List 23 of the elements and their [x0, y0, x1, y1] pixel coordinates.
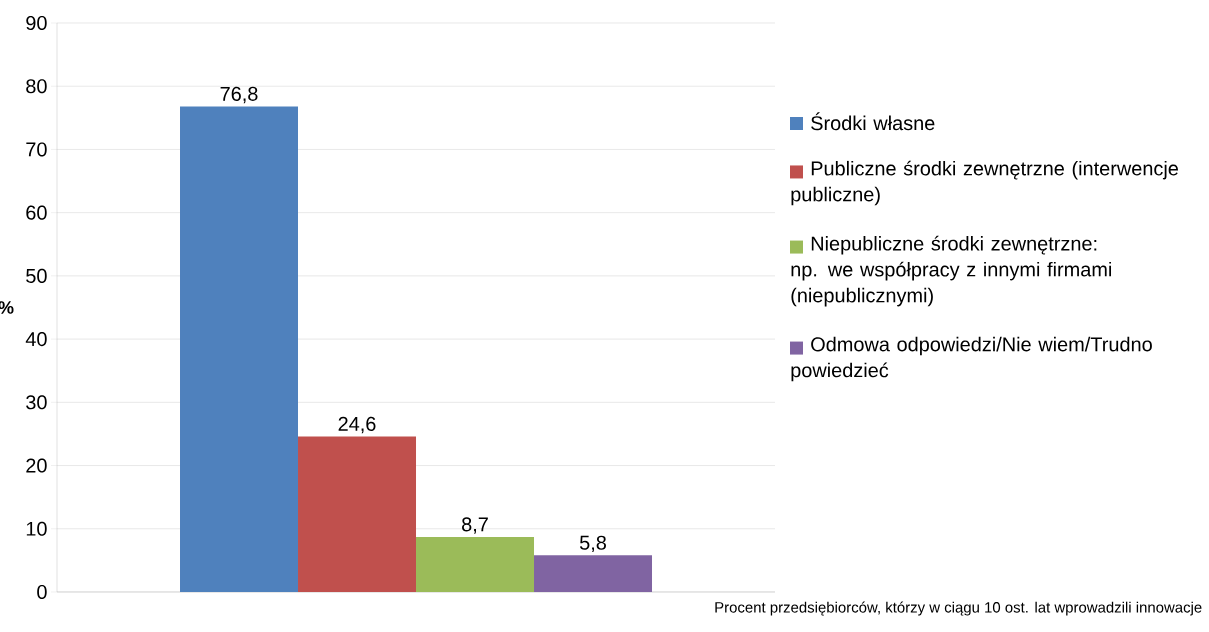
- bar: [416, 536, 535, 592]
- bar: [180, 106, 299, 592]
- data-label: 76,8: [220, 86, 258, 104]
- bar: [298, 436, 417, 592]
- legend-label: Środki własne: [811, 112, 935, 131]
- legend-label: Odmowa odpowiedzi/Nie wiem/Trudno powiedzieć: [791, 336, 1152, 382]
- y-tick-label: 30: [26, 395, 47, 410]
- y-tick-label: 70: [26, 142, 47, 157]
- y-tick-label: 90: [26, 15, 47, 31]
- y-tick-label: 60: [26, 205, 47, 220]
- y-tick-label: 80: [26, 79, 47, 94]
- x-axis-title: Procent przedsiębiorców, którzy w ciągu 10 ost. lat wprowadzili innowacje: [715, 601, 1202, 616]
- y-tick-label: 50: [26, 268, 47, 283]
- data-label: 8,7: [462, 517, 488, 534]
- data-label: 24,6: [338, 416, 376, 434]
- legend-label: Publiczne środki zewnętrzne (interwencje publiczne): [791, 160, 1179, 206]
- legend-label: Niepubliczne środki zewnętrzne: np. we współpracy z innymi firmami (niepublicznymi): [791, 235, 1112, 307]
- y-tick-label: 40: [25, 332, 47, 347]
- bar: [534, 555, 653, 592]
- data-label: 5,8: [579, 535, 606, 553]
- y-tick-label: 10: [26, 521, 47, 536]
- y-tick-label: 20: [26, 458, 47, 473]
- y-tick-label: 0: [37, 584, 47, 600]
